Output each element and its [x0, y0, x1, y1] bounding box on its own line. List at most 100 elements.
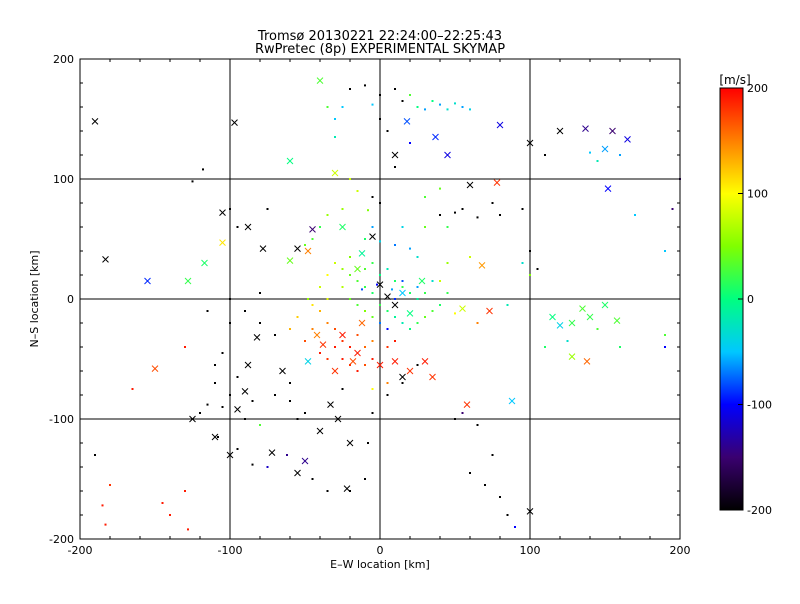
- data-point-dot: [296, 418, 299, 420]
- data-point-dot: [664, 334, 666, 336]
- data-point-dot: [461, 106, 464, 108]
- data-point-x: [418, 277, 426, 285]
- y-tick-label: 200: [53, 53, 74, 66]
- data-point-x: [358, 319, 366, 327]
- data-point-dot: [266, 208, 269, 210]
- data-point-dot: [169, 514, 171, 516]
- data-point-dot: [431, 310, 434, 312]
- data-point-dot: [349, 364, 351, 366]
- data-point-dot: [341, 268, 344, 270]
- data-point-dot: [191, 180, 194, 183]
- data-point-dot: [319, 352, 321, 354]
- data-point-x: [582, 125, 589, 132]
- data-point-dot: [229, 298, 231, 300]
- data-point-dot: [94, 454, 96, 456]
- data-point-dot: [311, 238, 314, 240]
- data-point-x: [526, 139, 534, 147]
- data-point-dot: [521, 262, 524, 264]
- data-point-dot: [244, 418, 246, 420]
- data-point-dot: [311, 478, 314, 480]
- data-point-x: [421, 358, 429, 365]
- data-point-x: [304, 358, 312, 365]
- data-point-dot: [266, 466, 269, 468]
- data-point-x: [244, 361, 252, 369]
- data-point-dot: [506, 514, 509, 516]
- data-point-dot: [386, 328, 389, 330]
- data-point-dot: [334, 118, 336, 120]
- data-point-dot: [361, 288, 363, 291]
- data-point-dot: [259, 424, 261, 426]
- data-point-dot: [536, 268, 539, 270]
- data-point-x: [354, 349, 361, 357]
- data-point-dot: [401, 100, 404, 102]
- data-point-dot: [499, 496, 501, 498]
- x-tick-label: -100: [218, 544, 243, 557]
- data-point-dot: [619, 154, 621, 156]
- data-point-dot: [326, 274, 329, 276]
- data-point-dot: [416, 286, 419, 288]
- data-point-dot: [229, 208, 231, 210]
- data-point-dot: [217, 436, 219, 438]
- data-point-x: [609, 127, 616, 135]
- x-tick-label: 0: [377, 544, 384, 557]
- data-point-dot: [664, 346, 666, 348]
- data-point-dot: [409, 292, 411, 294]
- data-point-dot: [326, 358, 329, 360]
- data-point-dot: [341, 106, 344, 108]
- data-point-x: [391, 358, 399, 365]
- data-point-x: [151, 365, 159, 372]
- data-point-dot: [491, 454, 494, 456]
- data-point-dot: [416, 106, 419, 108]
- data-point-x: [613, 317, 621, 324]
- y-tick-label: -100: [49, 413, 74, 426]
- data-point-x: [369, 233, 376, 240]
- data-point-x: [459, 305, 466, 312]
- data-point-dot: [491, 202, 494, 204]
- data-point-dot: [341, 340, 344, 342]
- data-point-x: [259, 245, 267, 252]
- data-point-dot: [424, 316, 426, 318]
- data-point-dot: [214, 382, 216, 384]
- data-point-x: [331, 169, 339, 177]
- data-point-dot: [244, 310, 246, 312]
- data-point-x: [331, 367, 339, 375]
- data-point-dot: [379, 274, 381, 276]
- data-point-dot: [371, 196, 374, 198]
- data-point-dot: [109, 484, 111, 486]
- colorbar-tick-label: -100: [747, 399, 772, 412]
- colorbar-unit-label: [m/s]: [719, 73, 750, 87]
- data-point-dot: [356, 334, 359, 336]
- data-point-dot: [199, 412, 201, 414]
- data-point-dot: [439, 304, 441, 306]
- y-tick-label: 0: [67, 293, 74, 306]
- data-point-dot: [446, 108, 449, 111]
- data-point-dot: [371, 358, 374, 360]
- data-point-dot: [236, 226, 239, 228]
- data-point-dot: [401, 226, 404, 228]
- data-point-dot: [326, 298, 329, 300]
- data-point-dot: [104, 523, 107, 526]
- colorbar-tick-label: 0: [747, 293, 754, 306]
- data-point-dot: [386, 310, 389, 312]
- data-point-dot: [379, 322, 381, 324]
- data-point-x: [286, 157, 294, 165]
- y-tick-label: -200: [49, 533, 74, 546]
- data-point-dot: [394, 244, 396, 246]
- data-point-dot: [379, 240, 381, 243]
- data-point-dot: [371, 316, 374, 318]
- data-point-x: [444, 151, 451, 159]
- chart-title: Tromsø 20130221 22:24:00–22:25:43: [257, 29, 502, 44]
- data-point-dot: [349, 256, 351, 258]
- data-point-dot: [379, 304, 381, 306]
- data-point-dot: [424, 196, 426, 198]
- data-point-x: [583, 358, 591, 365]
- data-point-dot: [221, 352, 224, 354]
- data-point-x: [316, 427, 324, 435]
- data-point-dot: [416, 256, 419, 258]
- data-point-dot: [326, 106, 329, 108]
- data-point-dot: [349, 346, 351, 348]
- data-point-dot: [439, 103, 441, 106]
- data-point-x: [219, 239, 226, 246]
- y-tick-label: 100: [53, 173, 74, 186]
- data-point-x: [568, 319, 576, 327]
